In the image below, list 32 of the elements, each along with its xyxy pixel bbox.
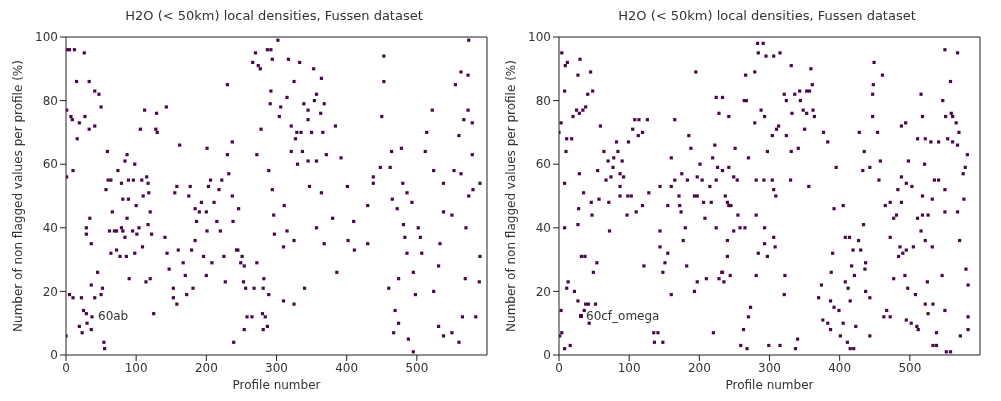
y-tick-label: 20	[535, 284, 551, 299]
x-axis-title: Profile number	[232, 378, 321, 392]
y-axis-title: Number of non flagged values per profile (%)	[11, 60, 26, 332]
annotation: 60ab	[98, 309, 129, 323]
y-tick-label: 60	[42, 157, 58, 172]
x-tick-label: 300	[758, 360, 781, 375]
y-tick-label: 40	[42, 221, 58, 236]
y-tick-label: 100	[528, 30, 551, 45]
y-tick-label: 20	[42, 284, 58, 299]
x-tick-label: 300	[265, 360, 288, 375]
y-tick-label: 80	[42, 93, 58, 108]
y-tick-label: 0	[543, 348, 551, 363]
x-tick-label: 500	[898, 360, 922, 375]
y-tick-label: 100	[35, 30, 58, 45]
legend-label: 60cf_omega	[586, 309, 660, 323]
chart-title: H2O (< 50km) local densities, Fussen dataset	[617, 8, 917, 25]
x-tick-label: 200	[194, 360, 218, 375]
y-tick-label: 40	[535, 221, 551, 236]
x-tick-label: 400	[335, 360, 359, 375]
y-tick-label: 80	[535, 93, 551, 108]
x-tick-label: 100	[617, 360, 641, 375]
x-tick-label: 100	[124, 360, 148, 375]
x-tick-label: 500	[405, 360, 429, 375]
x-tick-label: 200	[687, 360, 711, 375]
x-axis-title: Profile number	[725, 378, 814, 392]
x-tick-label: 0	[62, 360, 70, 375]
y-tick-label: 0	[50, 348, 58, 363]
chart-title: H2O (< 50km) local densities, Fussen dataset	[124, 8, 424, 25]
y-tick-label: 60	[535, 157, 551, 172]
x-tick-label: 0	[555, 360, 563, 375]
x-tick-label: 400	[828, 360, 852, 375]
y-axis-title: Number of non flagged values per profile (%)	[504, 60, 519, 332]
